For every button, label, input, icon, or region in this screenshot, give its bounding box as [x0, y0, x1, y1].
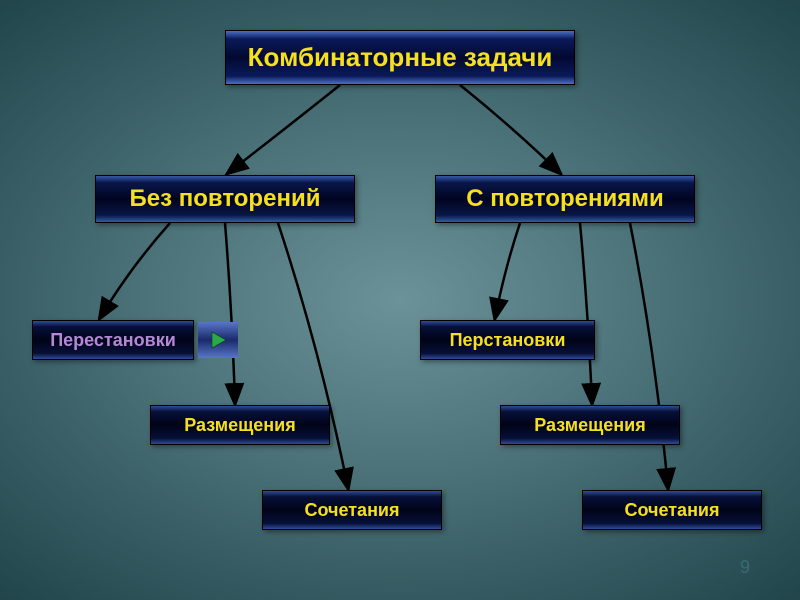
- left-branch-label: Без повторений: [130, 185, 321, 213]
- right-branch-label: С повторениями: [466, 185, 663, 213]
- leaf-permutations-left: Перестановки: [32, 320, 194, 360]
- leaf-label: Перестановки: [50, 330, 176, 351]
- leaf-label: Размещения: [184, 415, 295, 436]
- leaf-label: Размещения: [534, 415, 645, 436]
- play-button[interactable]: [198, 322, 238, 358]
- page-number: 9: [740, 557, 750, 578]
- root-node: Комбинаторные задачи: [225, 30, 575, 85]
- leaf-label: Сочетания: [304, 500, 399, 521]
- right-branch-node: С повторениями: [435, 175, 695, 223]
- leaf-combinations-left: Сочетания: [262, 490, 442, 530]
- leaf-label: Перстановки: [450, 330, 566, 351]
- play-icon: [207, 329, 229, 351]
- leaf-label: Сочетания: [624, 500, 719, 521]
- leaf-combinations-right: Сочетания: [582, 490, 762, 530]
- leaf-arrangements-right: Размещения: [500, 405, 680, 445]
- leaf-arrangements-left: Размещения: [150, 405, 330, 445]
- left-branch-node: Без повторений: [95, 175, 355, 223]
- root-label: Комбинаторные задачи: [248, 42, 553, 73]
- leaf-permutations-right: Перстановки: [420, 320, 595, 360]
